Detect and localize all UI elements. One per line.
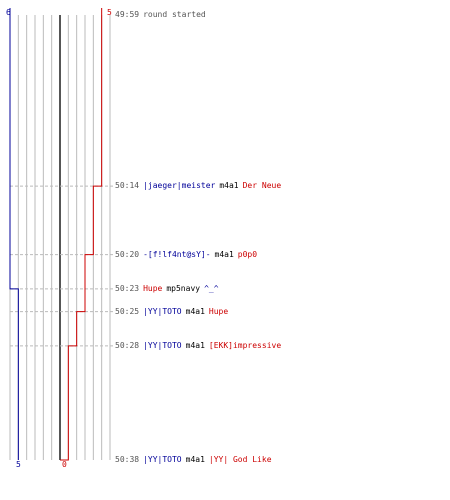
blue-team-score-line [9,8,19,460]
red-team-start-score: 5 [107,8,112,17]
event-time: 49:59 [115,10,140,19]
red-team-score-line [60,8,103,461]
event-player: [EKK]impressive [208,340,282,350]
event-weapon: m4a1 [185,340,205,350]
event-player: Hupe [143,283,163,293]
event-player: |YY|TOTO [143,455,182,464]
event-row: 50:28 |YY|TOTO m4a1 [EKK]impressive [115,340,285,352]
event-row: 50:25 |YY|TOTO m4a1 Hupe [115,306,232,318]
event-weapon: m4a1 [219,181,239,191]
event-time: 50:20 [115,249,140,259]
event-time: 50:38 [115,455,140,464]
event-player: Der Neue [242,181,282,191]
event-player: |YY|TOTO [143,306,182,316]
blue-team-start-score: 6 [6,8,11,17]
event-row: 50:38 |YY|TOTO m4a1 |YY| God Like [115,454,276,466]
blue-team-end-score: 5 [16,460,21,469]
event-time: 50:23 [115,283,140,293]
event-player: -[f!lf4nt@sY]- [143,249,211,259]
event-time: 50:14 [115,181,140,191]
event-player: ^_^ [204,283,219,293]
event-player: |YY|TOTO [143,340,182,350]
round-timeline-chart: 6 5 5 0 [6,8,115,469]
event-time: 50:25 [115,306,140,316]
event-row: 49:59 round started [115,9,210,21]
event-weapon: m4a1 [185,306,205,316]
event-row: 50:14 |jaeger|meister m4a1 Der Neue [115,180,285,192]
red-team-end-score: 0 [62,460,67,469]
event-player: Hupe [208,306,229,316]
event-player: p0p0 [237,249,258,259]
event-row: 50:20 -[f!lf4nt@sY]- m4a1 p0p0 [115,249,261,261]
event-row: 50:23 Hupe mp5navy ^_^ [115,283,223,295]
team-score-lines [9,8,103,461]
event-weapon: mp5navy [166,283,201,293]
event-player: |YY| God Like [208,455,272,464]
event-time: 50:28 [115,340,140,350]
event-guide-lines [10,185,115,347]
event-player: |jaeger|meister [143,181,216,191]
event-weapon: m4a1 [214,249,234,259]
event-weapon: m4a1 [185,455,205,464]
grid-lines [9,15,111,460]
event-message: round started [143,10,206,19]
